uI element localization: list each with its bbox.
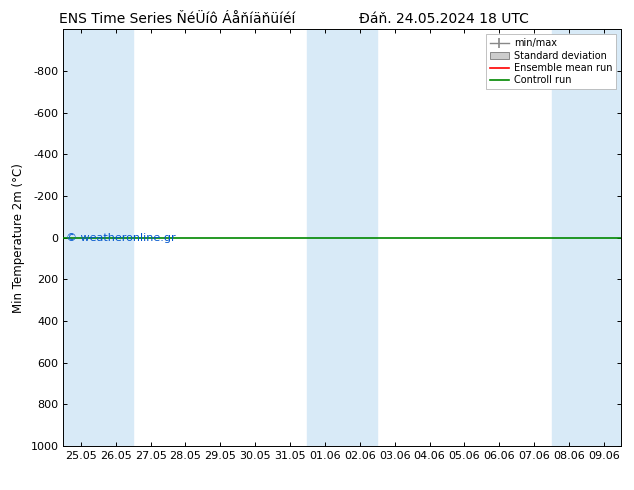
Text: Đáň. 24.05.2024 18 UTC: Đáň. 24.05.2024 18 UTC bbox=[359, 12, 529, 26]
Bar bbox=[552, 29, 586, 446]
Bar bbox=[98, 29, 133, 446]
Bar bbox=[342, 29, 377, 446]
Legend: min/max, Standard deviation, Ensemble mean run, Controll run: min/max, Standard deviation, Ensemble me… bbox=[486, 34, 616, 89]
Text: © weatheronline.gr: © weatheronline.gr bbox=[66, 233, 176, 243]
Bar bbox=[307, 29, 342, 446]
Y-axis label: Min Temperature 2m (°C): Min Temperature 2m (°C) bbox=[12, 163, 25, 313]
Bar bbox=[586, 29, 621, 446]
Bar bbox=[63, 29, 98, 446]
Text: ENS Time Series ŇéÜíô Áåňíäňüíéí: ENS Time Series ŇéÜíô Áåňíäňüíéí bbox=[60, 12, 295, 26]
